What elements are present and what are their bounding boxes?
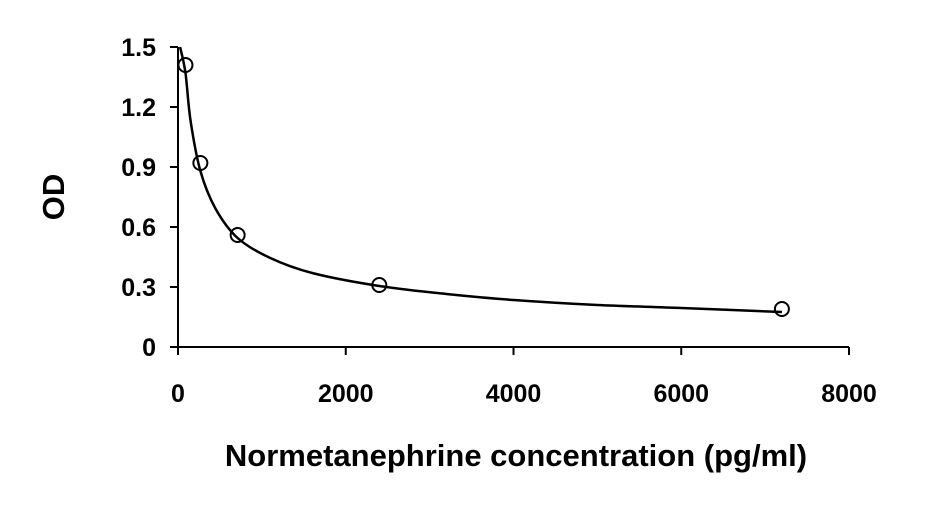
data-point (371, 277, 388, 293)
y-tick-label: 0 (142, 334, 156, 362)
data-point (773, 301, 790, 317)
y-tick-label: 1.5 (121, 34, 156, 62)
x-axis-ticks: 0 2000 4000 6000 8000 (171, 347, 877, 408)
x-tick-label: 2000 (318, 380, 374, 408)
x-tick-label: 0 (171, 380, 185, 408)
fit-curve-layer (178, 46, 782, 314)
x-tick-label: 8000 (821, 380, 877, 408)
y-tick-label: 0.6 (121, 214, 156, 242)
data-points (177, 57, 790, 317)
x-tick-label: 6000 (653, 380, 709, 408)
y-tick-label: 0.9 (121, 154, 156, 182)
data-point (192, 155, 209, 171)
plot-area: 0 0.3 0.6 0.9 1.2 1.5 0 2000 4000 6000 8000 (121, 34, 877, 408)
fit-curve-line (178, 46, 782, 314)
y-axis-ticks: 0 0.3 0.6 0.9 1.2 1.5 (121, 34, 178, 362)
y-axis-title: OD (36, 174, 71, 221)
y-tick-label: 1.2 (121, 94, 156, 122)
data-point (177, 57, 194, 73)
data-point (229, 227, 246, 243)
x-axis-title: Normetanephrine concentration (pg/ml) (225, 438, 807, 473)
x-tick-label: 4000 (486, 380, 542, 408)
y-tick-label: 0.3 (121, 274, 156, 302)
